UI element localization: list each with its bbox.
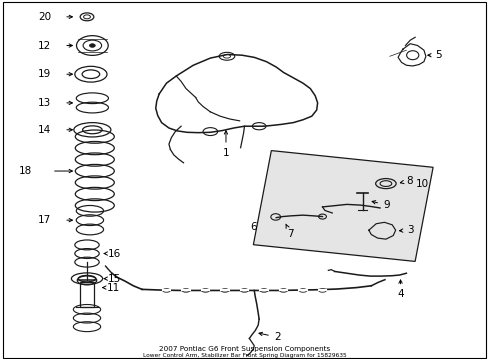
Polygon shape <box>253 150 432 261</box>
Text: 20: 20 <box>38 12 51 22</box>
Text: 6: 6 <box>249 222 256 232</box>
Bar <box>80 282 94 307</box>
Text: 19: 19 <box>38 69 51 79</box>
Text: 2: 2 <box>259 332 280 342</box>
Text: 1: 1 <box>222 131 229 158</box>
Text: 10: 10 <box>415 179 428 189</box>
Text: 14: 14 <box>38 125 51 135</box>
Text: 12: 12 <box>38 41 51 50</box>
Text: 18: 18 <box>19 166 32 176</box>
Text: 7: 7 <box>285 224 294 239</box>
Text: 17: 17 <box>38 215 51 225</box>
Ellipse shape <box>89 44 95 47</box>
Text: 4: 4 <box>396 280 403 300</box>
Text: 8: 8 <box>400 176 412 186</box>
Text: Lower Control Arm, Stabilizer Bar Front Spring Diagram for 15829635: Lower Control Arm, Stabilizer Bar Front … <box>142 353 346 358</box>
Text: 11: 11 <box>102 283 120 293</box>
Text: 16: 16 <box>104 248 121 258</box>
Text: 13: 13 <box>38 98 51 108</box>
Text: 15: 15 <box>104 274 121 284</box>
Text: 2007 Pontiac G6 Front Suspension Components: 2007 Pontiac G6 Front Suspension Compone… <box>159 346 329 352</box>
Text: 3: 3 <box>399 225 413 235</box>
Text: 9: 9 <box>371 200 389 210</box>
Text: 5: 5 <box>427 50 441 60</box>
